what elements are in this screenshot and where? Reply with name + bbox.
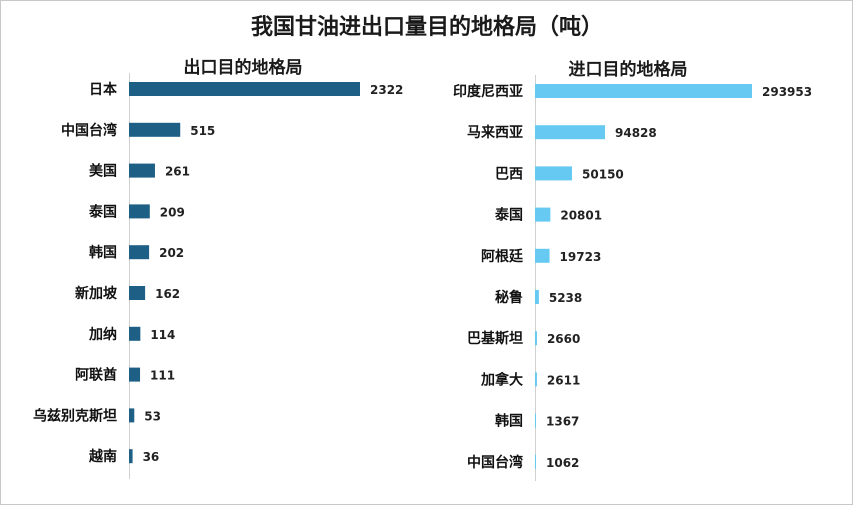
export-value-label: 261 xyxy=(165,165,190,179)
export-category-label: 新加坡 xyxy=(75,285,118,302)
export-category-label: 乌兹别克斯坦 xyxy=(33,407,117,424)
import-category-label: 巴西 xyxy=(495,166,523,182)
import-value-label: 1062 xyxy=(546,456,579,470)
import-value-label: 94828 xyxy=(615,126,657,140)
export-bar xyxy=(129,164,155,178)
import-value-label: 2611 xyxy=(547,373,580,387)
import-value-label: 19723 xyxy=(560,250,602,264)
import-bars: 印度尼西亚 293953 马来西亚 94828 巴西 50150 泰国 20801 阿根廷 197… xyxy=(453,83,812,471)
import-bar xyxy=(535,331,537,345)
import-panel-title: 进口目的地格局 xyxy=(569,59,688,80)
export-value-label: 36 xyxy=(143,450,160,464)
import-value-label: 2660 xyxy=(547,332,580,346)
import-bar xyxy=(535,290,539,304)
export-bar xyxy=(129,286,145,300)
import-bar xyxy=(535,372,537,386)
export-value-label: 114 xyxy=(150,328,175,342)
export-bar xyxy=(129,82,360,96)
import-category-label: 中国台湾 xyxy=(467,454,523,471)
export-panel-title: 出口目的地格局 xyxy=(184,57,303,78)
export-category-label: 加纳 xyxy=(88,326,117,343)
import-bar xyxy=(535,455,536,469)
export-value-label: 209 xyxy=(160,205,185,219)
import-category-label: 韩国 xyxy=(495,413,523,430)
export-bar xyxy=(129,449,133,463)
export-value-label: 2322 xyxy=(370,83,403,97)
import-category-label: 秘鲁 xyxy=(495,289,523,306)
import-value-label: 1367 xyxy=(546,415,579,429)
import-bar xyxy=(535,249,550,263)
export-value-label: 515 xyxy=(190,124,215,138)
import-bar xyxy=(535,208,550,222)
export-value-label: 111 xyxy=(150,369,175,383)
export-value-label: 162 xyxy=(155,287,180,301)
import-bar xyxy=(535,166,572,180)
import-value-label: 5238 xyxy=(549,291,582,305)
export-bar xyxy=(129,327,140,341)
import-category-label: 马来西亚 xyxy=(467,125,523,141)
export-category-label: 日本 xyxy=(89,81,118,98)
export-panel: 出口目的地格局 日本 2322 中国台湾 515 美国 261 泰国 209 韩国 202 新加坡 1… xyxy=(33,57,403,479)
export-category-label: 越南 xyxy=(88,448,117,465)
export-value-label: 53 xyxy=(144,409,161,423)
export-bars: 日本 2322 中国台湾 515 美国 261 泰国 209 韩国 202 新加坡 162 加纳 114 阿… xyxy=(33,81,403,465)
export-bar xyxy=(129,368,140,382)
import-value-label: 50150 xyxy=(582,167,624,181)
export-category-label: 泰国 xyxy=(88,203,117,220)
import-category-label: 阿根廷 xyxy=(481,248,524,265)
export-category-label: 阿联酋 xyxy=(75,367,117,384)
import-bar xyxy=(535,84,752,98)
import-category-label: 巴基斯坦 xyxy=(467,330,523,347)
import-category-label: 泰国 xyxy=(494,207,523,224)
export-bar xyxy=(129,408,134,422)
export-value-label: 202 xyxy=(159,246,184,260)
export-category-label: 中国台湾 xyxy=(61,122,117,139)
import-value-label: 293953 xyxy=(762,85,812,99)
import-bar xyxy=(535,125,605,139)
import-value-label: 20801 xyxy=(560,209,602,223)
import-category-label: 印度尼西亚 xyxy=(453,83,523,100)
export-bar xyxy=(129,123,180,137)
chart-title: 我国甘油进出口量目的地格局（吨） xyxy=(251,14,603,40)
export-bar xyxy=(129,204,150,218)
export-category-label: 美国 xyxy=(89,163,117,180)
export-bar xyxy=(129,245,149,259)
export-category-label: 韩国 xyxy=(89,244,117,261)
import-category-label: 加拿大 xyxy=(480,371,523,388)
import-panel: 进口目的地格局 印度尼西亚 293953 马来西亚 94828 巴西 50150 泰国 208… xyxy=(453,59,812,481)
import-bar xyxy=(535,414,536,428)
